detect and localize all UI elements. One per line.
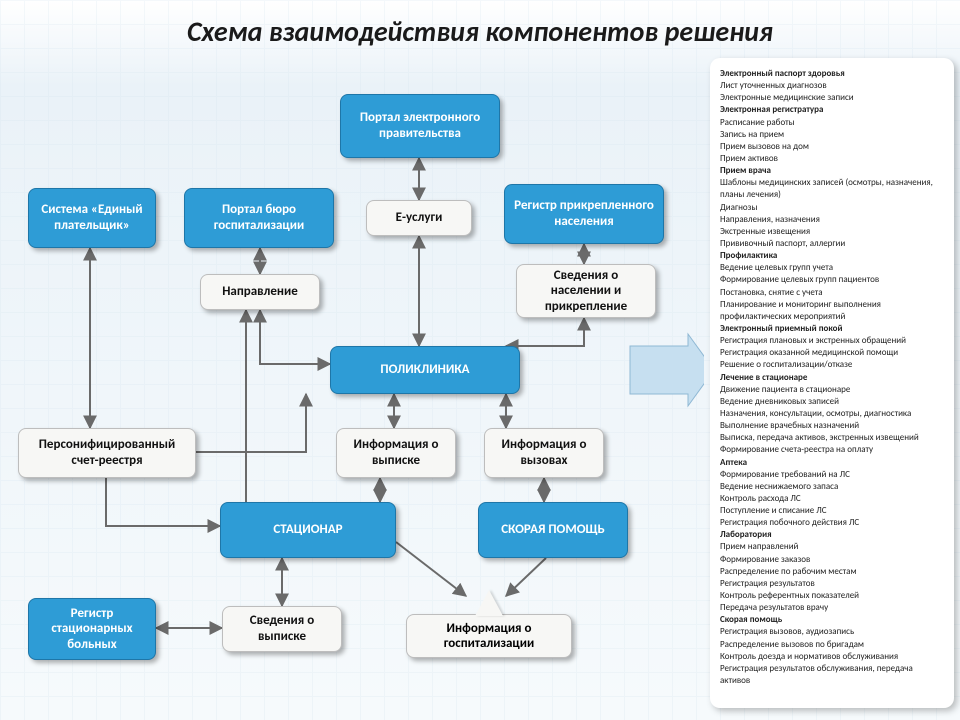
sidebar-header-1: Электронная регистратура [720, 104, 944, 116]
node-polyclinic: ПОЛИКЛИНИКА [330, 346, 520, 394]
diagram-canvas: Портал электронного правительства Система… [6, 58, 704, 706]
sidebar-item: Запись на прием [720, 129, 944, 141]
sidebar-item: Постановка, снятие с учета [720, 287, 944, 299]
sidebar-item: Формирование счета-реестра на оплату [720, 444, 944, 456]
sidebar-item: Выполнение врачебных назначений [720, 420, 944, 432]
sidebar-item: Ведение дневниковых записей [720, 396, 944, 408]
node-portal_hosp: Портал бюро госпитализации [184, 188, 334, 248]
sidebar-item: Регистрация оказанной медицинской помощи [720, 347, 944, 359]
sidebar-item: Регистрация побочного действия ЛС [720, 517, 944, 529]
node-disch_info: Информация о выписке [336, 428, 456, 478]
page-title: Схема взаимодействия компонентов решения [0, 14, 960, 49]
edge-8 [106, 478, 220, 526]
edge-4 [506, 318, 584, 346]
sidebar-item: Движение пациента в стационаре [720, 384, 944, 396]
sidebar-item: Электронные медицинские записи [720, 92, 944, 104]
sidebar-item: Шаблоны медицинских записей (осмотры, на… [720, 177, 944, 201]
sidebar-item: Формирование требований на ЛС [720, 469, 944, 481]
sidebar-item: Передача результатов врачу [720, 602, 944, 614]
sidebar-item: Регистрация вызовов, аудиозапись [720, 626, 944, 638]
sidebar-item: Ведение неснижаемого запаса [720, 481, 944, 493]
node-disch_data: Сведения о выписке [222, 606, 342, 652]
sidebar-item: Контроль доезда и нормативов обслуживани… [720, 651, 944, 663]
edge-5 [260, 310, 330, 364]
sidebar-item: Решение о госпитализации/отказе [720, 359, 944, 371]
sidebar-item: Поступление и списание ЛС [720, 505, 944, 517]
sidebar-item: Контроль референтных показателей [720, 590, 944, 602]
sidebar-item: Прием активов [720, 153, 944, 165]
sidebar-header-2: Прием врача [720, 165, 944, 177]
sidebar-header-8: Скорая помощь [720, 614, 944, 626]
callout-label: Информация о госпитализации [406, 614, 572, 658]
sidebar-item: Назначения, консультации, осмотры, диагн… [720, 408, 944, 420]
node-single_payer: Система «Единый плательщик» [28, 188, 156, 248]
sidebar-item: Планирование и мониторинг выполнения про… [720, 299, 944, 323]
node-reg_inpat: Регистр стационарных больных [28, 598, 156, 660]
sidebar-item: Экстренные извещения [720, 226, 944, 238]
edge-9 [196, 394, 306, 452]
node-portal_gov: Портал электронного правительства [340, 94, 500, 158]
node-pers_acct: Персонифицированный счет-реестря [18, 428, 196, 478]
sidebar-item: Прием вызовов на дом [720, 141, 944, 153]
sidebar-item: Направления, назначения [720, 214, 944, 226]
sidebar-item: Лист уточненных диагнозов [720, 80, 944, 92]
sidebar-item: Выписка, передача активов, экстренных из… [720, 432, 944, 444]
sidebar-item: Диагнозы [720, 202, 944, 214]
sidebar-item: Регистрация результатов [720, 578, 944, 590]
sidebar-header-4: Электронный приемный покой [720, 323, 944, 335]
sidebar-header-6: Аптека [720, 457, 944, 469]
callout-hospitalization: Информация о госпитализации [406, 614, 572, 658]
sidebar-item: Расписание работы [720, 117, 944, 129]
sidebar-item: Прием направлений [720, 541, 944, 553]
sidebar-item: Распределение вызовов по бригадам [720, 639, 944, 651]
node-e_services: Е-услуги [366, 200, 472, 236]
node-ambulance: СКОРАЯ ПОМОЩЬ [478, 502, 628, 558]
sidebar-panel: Электронный паспорт здоровьяЛист уточнен… [710, 58, 954, 708]
sidebar-header-0: Электронный паспорт здоровья [720, 68, 944, 80]
sidebar-item: Распределение по рабочим местам [720, 566, 944, 578]
edge-16 [396, 542, 466, 596]
sidebar-header-5: Лечение в стационаре [720, 372, 944, 384]
sidebar-item: Ведение целевых групп учета [720, 262, 944, 274]
sidebar-item: Регистрация плановых и экстренных обраще… [720, 335, 944, 347]
node-registry_pop: Регистр прикрепленного населения [504, 184, 664, 244]
sidebar-item: Прививочный паспорт, аллергии [720, 238, 944, 250]
node-stationary: СТАЦИОНАР [220, 502, 396, 558]
sidebar-item: Формирование целевых групп пациентов [720, 274, 944, 286]
node-call_info: Информация о вызовах [484, 428, 604, 478]
big-arrow [630, 334, 704, 406]
sidebar-item: Формирование заказов [720, 554, 944, 566]
sidebar-header-7: Лаборатория [720, 529, 944, 541]
sidebar-header-3: Профилактика [720, 250, 944, 262]
edge-17 [506, 558, 546, 596]
node-referral: Направление [200, 274, 320, 310]
sidebar-item: Контроль расхода ЛС [720, 493, 944, 505]
node-pop_info: Сведения о населении и прикрепление [516, 264, 656, 318]
sidebar-item: Регистрация результатов обслуживания, пе… [720, 663, 944, 687]
